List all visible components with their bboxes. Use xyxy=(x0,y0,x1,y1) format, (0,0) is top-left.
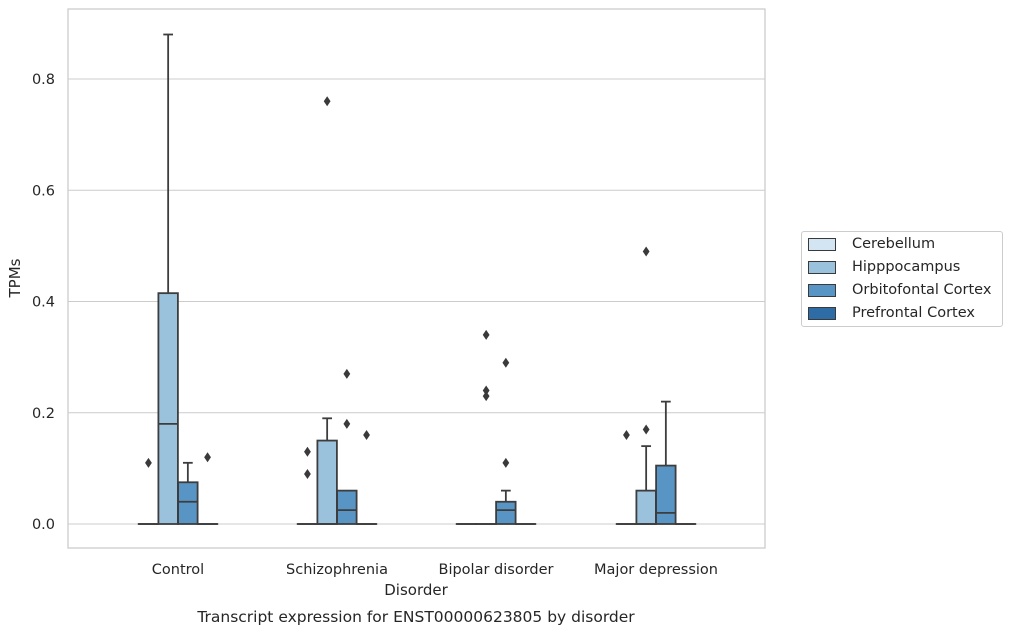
y-axis-label: TPMs xyxy=(6,258,24,298)
x-axis-label: Disorder xyxy=(384,581,448,599)
legend-item-hippocampus: Hipppocampus xyxy=(808,257,960,277)
outlier-point xyxy=(482,329,490,340)
box-orbitofontal-cortex-bipolar-disorder xyxy=(495,489,517,525)
y-tick-label: 0.2 xyxy=(32,406,55,422)
outlier-point xyxy=(204,452,211,463)
legend-item-cerebellum: Cerebellum xyxy=(808,234,935,254)
outlier-point xyxy=(502,357,510,368)
x-tick-label: Control xyxy=(152,562,204,578)
box-body xyxy=(316,439,338,525)
outlier-point xyxy=(642,424,650,435)
y-axis-ticks: 0.0 0.2 0.4 0.6 0.8 xyxy=(32,72,55,533)
box-body xyxy=(495,500,517,525)
box-hipppocampus-schizophrenia xyxy=(316,417,338,525)
outlier-point xyxy=(145,457,152,468)
box-body xyxy=(655,464,677,525)
outlier-point xyxy=(343,418,351,429)
legend-label: Cerebellum xyxy=(852,236,936,252)
outlier-points xyxy=(145,96,650,479)
outlier-point xyxy=(323,96,331,107)
box-body xyxy=(177,481,199,525)
box-series xyxy=(137,33,697,525)
box-orbitofontal-cortex-schizophrenia xyxy=(336,489,358,525)
outlier-point xyxy=(642,246,650,257)
outlier-point xyxy=(482,385,490,396)
plot-area xyxy=(67,8,766,549)
legend-label: Prefrontal Cortex xyxy=(852,305,975,321)
legend-label: Hipppocampus xyxy=(852,259,961,275)
outlier-point xyxy=(502,457,510,468)
legend-swatch-prefrontal-cortex xyxy=(808,306,836,320)
box-hipppocampus-control xyxy=(157,33,179,525)
y-tick-label: 0.0 xyxy=(32,517,55,533)
legend-item-prefrontal-cortex: Prefrontal Cortex xyxy=(808,303,975,323)
y-tick-label: 0.6 xyxy=(32,183,55,199)
box-body xyxy=(336,489,358,525)
outlier-point xyxy=(343,368,351,379)
outlier-point xyxy=(363,430,370,440)
box-orbitofontal-cortex-major-depression xyxy=(655,400,677,525)
box-body xyxy=(635,489,657,525)
x-axis-ticks: Control Schizophrenia Bipolar disorder Majo… xyxy=(152,562,718,578)
chart-title: Transcript expression for ENST0000062380… xyxy=(196,608,635,626)
outlier-point xyxy=(304,446,311,457)
outlier-point xyxy=(482,391,490,402)
legend: Cerebellum Hipppocampus Orbitofontal Cor… xyxy=(801,231,1003,327)
y-tick-label: 0.4 xyxy=(32,295,55,311)
box-orbitofontal-cortex-control xyxy=(177,461,199,525)
legend-swatch-orbitofrontal-cortex xyxy=(808,283,836,297)
legend-swatch-hippocampus xyxy=(808,260,836,274)
x-tick-label: Major depression xyxy=(594,562,718,578)
box-body xyxy=(157,292,179,525)
y-tick-label: 0.8 xyxy=(32,72,55,88)
legend-swatch-cerebellum xyxy=(808,237,836,251)
legend-label: Orbitofontal Cortex xyxy=(852,282,992,298)
outlier-point xyxy=(623,430,630,440)
outlier-point xyxy=(304,468,311,479)
x-tick-label: Bipolar disorder xyxy=(439,562,554,578)
x-tick-label: Schizophrenia xyxy=(286,562,388,578)
legend-item-orbitofrontal-cortex: Orbitofontal Cortex xyxy=(808,280,991,300)
